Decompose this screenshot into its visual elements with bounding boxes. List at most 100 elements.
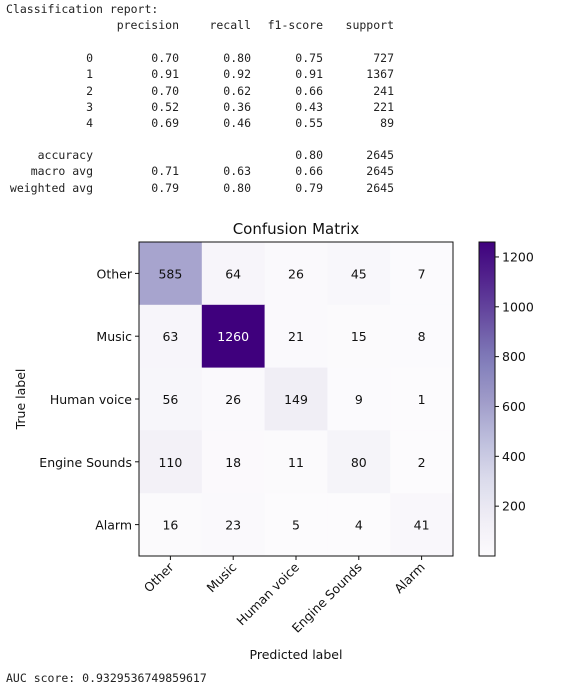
cell-value-label: 11 (288, 455, 304, 470)
heatmap-cell (201, 493, 266, 557)
heatmap-cell (390, 367, 454, 431)
y-tick-label: Other (97, 266, 133, 281)
y-tick-label: Alarm (95, 518, 132, 533)
cell-value-label: 7 (418, 266, 426, 281)
heatmap-cell (201, 304, 266, 369)
report-cell: 0.92 (223, 67, 251, 82)
cell-value-label: 2 (418, 455, 426, 470)
cell-value-label: 63 (162, 329, 178, 344)
report-cell: 0.70 (151, 51, 179, 65)
cell-value-label: 26 (225, 392, 241, 407)
heatmap-cell (139, 367, 203, 431)
x-tick-label: Human voice (233, 559, 302, 628)
report-header: recall (209, 18, 251, 32)
colorbar-tick-label: 1000 (502, 299, 534, 314)
cell-value-label: 21 (288, 329, 304, 344)
report-cell: 0.63 (223, 164, 251, 179)
x-axis-label: Predicted label (250, 647, 343, 662)
cell-value-label: 56 (162, 392, 178, 407)
report-row-label: 2 (86, 83, 93, 98)
heatmap-cell (201, 430, 266, 494)
report-cell: 0.66 (295, 164, 323, 179)
heatmap-cell (327, 430, 391, 494)
y-tick-label: Human voice (50, 392, 132, 407)
report-row-label: 3 (86, 99, 93, 114)
report-cell: 2645 (366, 180, 394, 195)
cell-value-label: 9 (355, 392, 363, 407)
y-tick-label: Engine Sounds (39, 455, 132, 470)
report-cell: 0.80 (223, 51, 251, 65)
report-cell: 0.71 (151, 164, 179, 179)
cell-value-label: 18 (225, 455, 241, 470)
report-cell: 0.52 (151, 99, 179, 114)
report-cell: 727 (373, 51, 394, 65)
report-row-label: 0 (86, 51, 93, 65)
report-summary-label: weighted avg (9, 180, 93, 195)
heatmap-cell (327, 242, 391, 306)
cell-value-label: 16 (162, 518, 178, 533)
cell-value-label: 23 (225, 518, 241, 533)
heatmap-cell (201, 242, 266, 306)
report-header: support (345, 18, 394, 32)
cell-value-label: 585 (158, 266, 182, 281)
heatmap-cell (201, 367, 266, 431)
cell-value-label: 8 (418, 329, 426, 344)
report-title: Classification report: (6, 2, 159, 16)
report-row-label: 4 (86, 116, 93, 131)
cell-value-label: 4 (355, 518, 363, 533)
heatmap-cell (264, 430, 328, 494)
cell-value-label: 15 (351, 329, 367, 344)
report-cell: 0.55 (295, 116, 323, 131)
cell-value-label: 64 (225, 266, 241, 281)
heatmap-cell (139, 493, 203, 557)
cell-value-label: 26 (288, 266, 304, 281)
report-cell: 1367 (366, 67, 394, 82)
colorbar-tick-label: 800 (502, 349, 526, 364)
chart-title: Confusion Matrix (233, 220, 360, 238)
heatmap-cell (327, 493, 391, 557)
cell-value-label: 45 (351, 266, 367, 281)
cell-value-label: 41 (414, 518, 430, 533)
cell-value-label: 1260 (217, 329, 249, 344)
heatmap-cell (264, 242, 328, 306)
heatmap-cell (264, 493, 328, 557)
cell-value-label: 149 (284, 392, 308, 407)
report-cell: 0.79 (295, 180, 323, 195)
colorbar-tick-label: 600 (502, 399, 526, 414)
colorbar (478, 241, 496, 557)
report-header: precision (116, 18, 179, 32)
report-row-label: 1 (86, 67, 93, 82)
report-cell: 0.80 (223, 180, 251, 195)
colorbar-tick-label: 200 (502, 499, 526, 514)
report-summary-label: macro avg (30, 164, 93, 179)
report-summary-label: accuracy (37, 148, 93, 162)
x-tick-label: Alarm (391, 560, 428, 597)
report-cell: 0.79 (151, 180, 179, 195)
colorbar-tick-label: 1200 (502, 249, 534, 264)
heatmap-cell (264, 367, 328, 431)
report-cell: 0.70 (151, 83, 179, 98)
report-cell: 241 (373, 83, 394, 98)
colorbar-tick-label: 400 (502, 449, 526, 464)
report-cell: 0.75 (295, 51, 323, 65)
heatmap-cell (390, 493, 454, 557)
report-cell: 2645 (366, 164, 394, 179)
report-cell: 0.46 (223, 116, 251, 131)
report-cell: 221 (373, 99, 394, 114)
heatmap-cell (139, 430, 203, 494)
cell-value-label: 80 (351, 455, 367, 470)
heatmap-cell (327, 304, 391, 369)
report-cell: 0.43 (295, 99, 323, 114)
report-cell: 0.66 (295, 83, 323, 98)
cell-value-label: 1 (418, 392, 426, 407)
y-axis-label: True label (13, 369, 28, 431)
heatmap-cell (390, 242, 454, 306)
auc-score-text: AUC score: 0.9329536749859617 (6, 671, 207, 685)
report-cell: 0.69 (151, 116, 179, 131)
heatmap-cell (264, 304, 328, 369)
report-cell: 0.91 (295, 67, 323, 82)
report-cell: 89 (380, 116, 394, 131)
report-header: f1-score (267, 18, 323, 32)
cell-value-label: 110 (158, 455, 182, 470)
